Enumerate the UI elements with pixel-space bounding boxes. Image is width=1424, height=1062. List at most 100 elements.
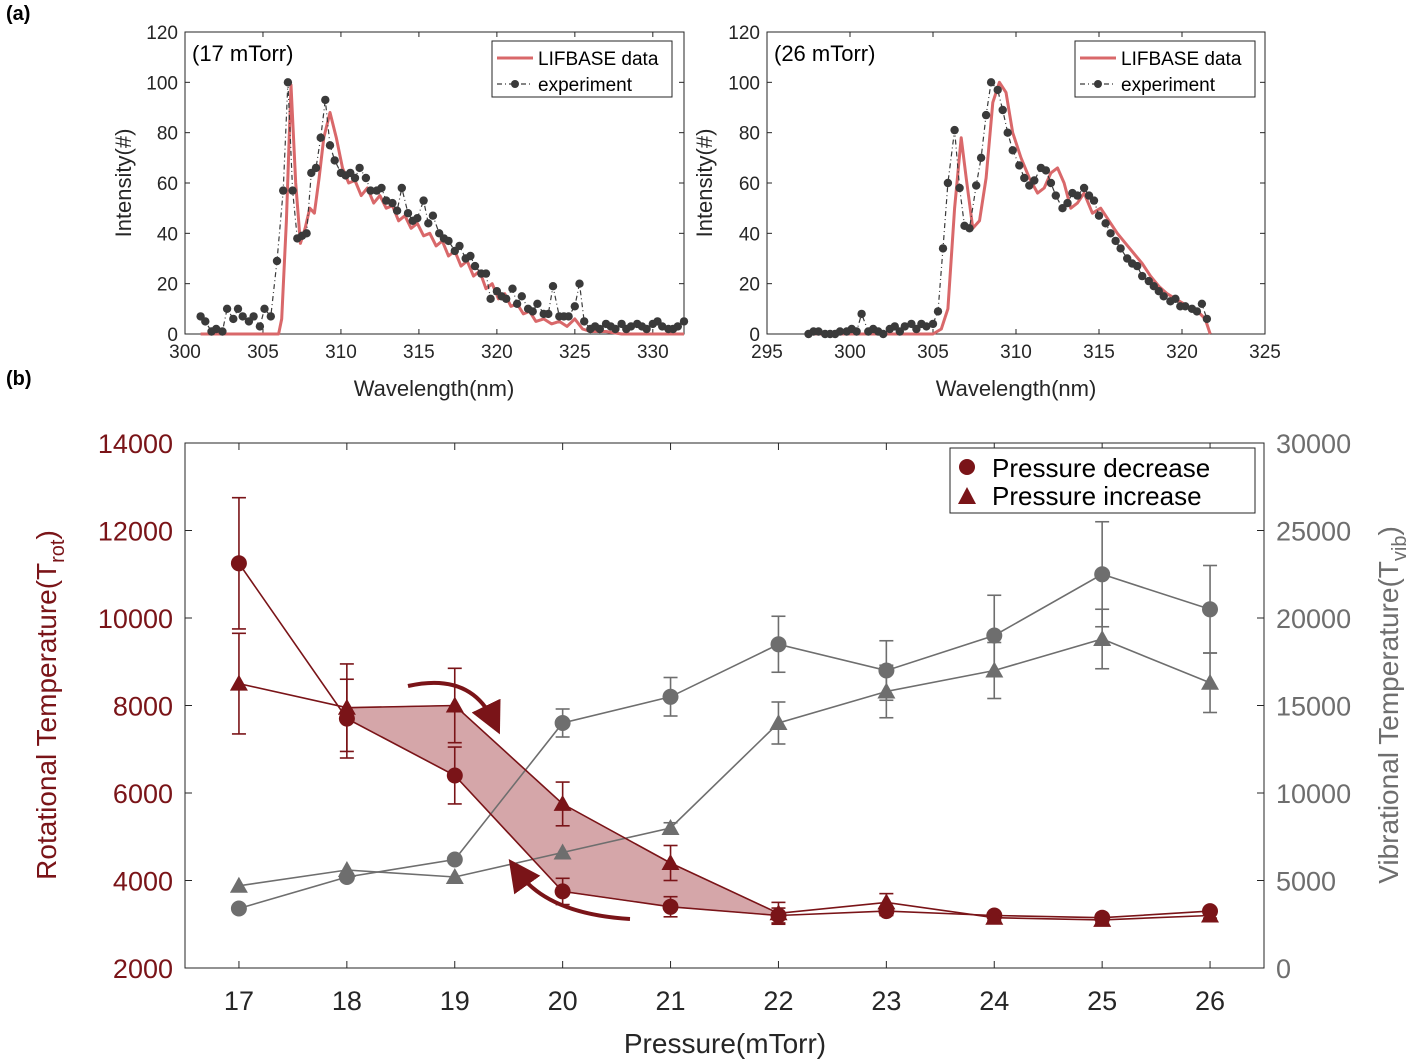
y-tick-label: 80 xyxy=(739,124,760,145)
data-point-triangle xyxy=(985,661,1004,678)
series-lifbase xyxy=(808,80,1212,336)
experiment-point xyxy=(1133,261,1142,271)
experiment-point xyxy=(976,153,986,162)
experiment-point xyxy=(486,294,495,303)
y-tick-label-right: 5000 xyxy=(1276,867,1336,897)
y-ticks-left: 2000 4000 6000 8000 10000 12000 14000 xyxy=(98,429,192,984)
y-tick-label-right: 0 xyxy=(1276,954,1291,984)
x-tick-label: 18 xyxy=(332,986,362,1016)
experiment-point xyxy=(444,236,453,246)
y-tick-label-right: 30000 xyxy=(1276,429,1351,459)
experiment-point xyxy=(1171,294,1180,303)
experiment-point xyxy=(1008,146,1017,155)
experiment-point xyxy=(1073,191,1082,200)
experiment-point xyxy=(288,186,297,195)
y-tick-label: 20 xyxy=(739,275,760,296)
chart-b: 17 18 19 20 21 22 23 24 25 26 2000 4000 6000 8000 100… xyxy=(31,429,1411,1059)
experiment-line xyxy=(200,82,685,333)
experiment-point xyxy=(998,105,1007,115)
y-ticks: 0 20 40 60 80 100 120 xyxy=(728,23,1265,346)
lifbase-line xyxy=(200,83,684,336)
experiment-point xyxy=(611,324,620,334)
experiment-point xyxy=(993,85,1002,95)
experiment-point xyxy=(965,224,974,233)
x-tick-label: 22 xyxy=(763,986,793,1016)
legend-marker-experiment xyxy=(511,80,519,88)
x-tick-label: 325 xyxy=(559,342,591,363)
x-tick-label: 21 xyxy=(656,986,686,1016)
y-axis-label: Intensity(#) xyxy=(111,129,136,238)
experiment-point xyxy=(272,256,282,266)
experiment-point xyxy=(302,229,311,238)
series-vib-decrease xyxy=(230,520,1218,917)
x-tick-label: 26 xyxy=(1195,986,1225,1016)
experiment-point xyxy=(580,317,589,326)
data-point-triangle xyxy=(661,854,680,870)
y-tick-label-left: 8000 xyxy=(113,692,173,722)
x-tick-label: 25 xyxy=(1087,986,1117,1016)
data-point-circle xyxy=(1202,601,1218,618)
legend-label-experiment: experiment xyxy=(538,75,633,96)
experiment-point xyxy=(419,196,428,205)
experiment-point xyxy=(366,186,375,195)
legend-box xyxy=(1074,40,1256,98)
experiment-point xyxy=(466,251,475,261)
y-tick-label: 80 xyxy=(157,124,178,145)
experiment-point xyxy=(528,307,537,316)
experiment-point xyxy=(955,183,964,193)
y-tick-label-left: 4000 xyxy=(113,867,173,897)
experiment-point xyxy=(517,292,526,301)
x-tick-label: 19 xyxy=(440,986,470,1016)
experiment-point xyxy=(201,317,210,326)
experiment-point xyxy=(355,163,364,173)
experiment-point xyxy=(1051,191,1061,200)
data-point-triangle xyxy=(1093,910,1112,927)
data-point-circle xyxy=(662,688,679,705)
x-ticks: 17 18 19 20 21 22 23 24 25 26 xyxy=(224,443,1225,1016)
experiment-point xyxy=(403,209,413,218)
y-ticks: 0 20 40 60 80 100 120 xyxy=(146,23,684,346)
experiment-point xyxy=(564,312,573,321)
x-axis-label: Wavelength(nm) xyxy=(354,376,515,401)
increase-direction-arrow xyxy=(407,680,501,735)
decrease-direction-arrow xyxy=(508,858,631,921)
y-tick-label-right: 20000 xyxy=(1276,604,1351,634)
panel-label-b: (b) xyxy=(6,368,32,390)
experiment-point xyxy=(1181,302,1190,311)
x-axis-label: Pressure(mTorr) xyxy=(624,1028,826,1059)
legend-label-lifbase: LIFBASE data xyxy=(538,49,659,70)
experiment-point xyxy=(544,309,553,319)
experiment-point xyxy=(249,312,258,321)
experiment-point xyxy=(255,322,265,331)
experiment-point xyxy=(1116,244,1125,253)
y-tick-label: 0 xyxy=(167,325,178,346)
x-tick-label: 20 xyxy=(548,986,578,1016)
experiment-point xyxy=(595,324,604,334)
x-tick-label: 320 xyxy=(1166,342,1198,363)
data-point-triangle xyxy=(553,794,572,811)
experiment-point xyxy=(311,163,321,173)
data-point-circle xyxy=(230,555,247,572)
chart-a-left: 300 305 310 315 320 325 330 0 20 40 60 80 100 120 (1… xyxy=(111,23,689,401)
x-ticks: 295 300 305 310 315 320 325 xyxy=(751,32,1281,363)
legend-marker-decrease xyxy=(959,459,975,475)
y-tick-label: 100 xyxy=(728,73,760,94)
experiment-point xyxy=(279,186,288,195)
data-point-triangle xyxy=(769,904,788,921)
x-tick-label: 315 xyxy=(1083,342,1115,363)
experiment-point xyxy=(1003,128,1012,137)
experiment-point xyxy=(1192,307,1202,316)
x-tick-label: 305 xyxy=(917,342,949,363)
series-rot-increase xyxy=(229,632,1219,927)
x-tick-label: 315 xyxy=(403,342,435,363)
y-tick-label-right: 25000 xyxy=(1276,517,1351,547)
y-tick-label-left: 14000 xyxy=(98,429,173,459)
experiment-point xyxy=(642,324,651,334)
experiment-point xyxy=(814,327,823,336)
x-tick-label: 310 xyxy=(1000,342,1032,363)
experiment-point xyxy=(1202,314,1212,324)
experiment-point xyxy=(350,173,360,183)
experiment-point xyxy=(950,125,959,135)
legend-label-increase: Pressure increase xyxy=(992,481,1202,511)
experiment-point xyxy=(575,279,584,288)
